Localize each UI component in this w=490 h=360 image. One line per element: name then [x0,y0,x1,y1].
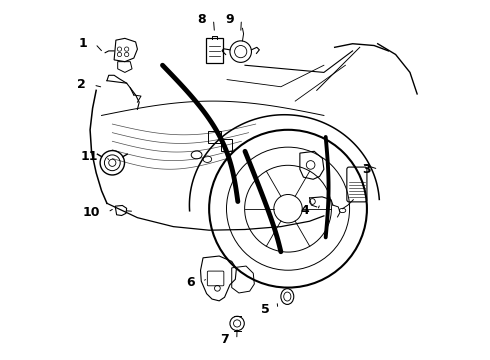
Text: 1: 1 [78,37,87,50]
Text: 7: 7 [220,333,229,346]
Text: 10: 10 [82,206,100,219]
Text: 3: 3 [362,163,370,176]
Text: 9: 9 [225,13,234,26]
Text: 11: 11 [80,150,98,163]
Text: 5: 5 [261,303,270,316]
Text: 6: 6 [186,276,195,289]
Text: 4: 4 [301,204,310,217]
Text: 2: 2 [76,78,85,91]
Text: 8: 8 [197,13,205,26]
